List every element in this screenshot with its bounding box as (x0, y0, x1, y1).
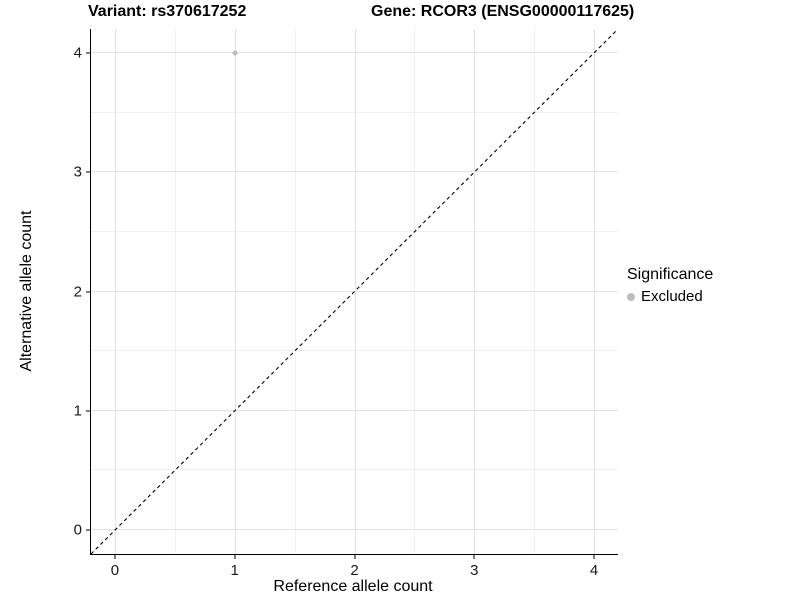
legend-item-label: Excluded (641, 288, 703, 305)
gridline-y-major (91, 51, 618, 53)
gridline-x-minor (174, 29, 176, 554)
y-axis-tick (86, 529, 91, 531)
x-axis-tick (593, 554, 595, 559)
gridline-y-major (91, 409, 618, 411)
data-point-excluded (232, 50, 238, 56)
x-tick-label: 4 (589, 562, 599, 579)
x-tick-label: 1 (230, 562, 239, 579)
y-tick-label: 1 (73, 402, 82, 420)
x-axis-tick (354, 554, 355, 559)
gridline-y-major (91, 290, 618, 292)
y-axis-title: Alternative allele count (18, 210, 35, 372)
y-axis-tick (86, 52, 91, 54)
gridline-x-major (594, 29, 596, 554)
y-axis-tick (86, 291, 91, 292)
x-tick-label: 3 (470, 562, 479, 579)
x-axis-tick (234, 554, 236, 559)
x-axis-tick (473, 554, 475, 559)
gridline-y-major (91, 171, 618, 173)
y-axis-tick (86, 171, 91, 173)
gridline-x-minor (534, 29, 536, 554)
y-axis-tick (86, 410, 91, 412)
x-tick-label: 2 (350, 562, 359, 579)
y-tick-label: 4 (73, 44, 82, 62)
legend-item-excluded: Excluded (627, 288, 713, 305)
x-axis-tick (114, 554, 116, 559)
x-tick-label: 0 (110, 562, 120, 579)
gridline-x-major (354, 29, 356, 554)
y-tick-label: 0 (73, 521, 82, 539)
legend: Significance Excluded (627, 266, 713, 305)
y-tick-label: 3 (73, 163, 82, 181)
gridline-x-minor (294, 29, 296, 554)
legend-point-icon (627, 292, 635, 301)
gridline-x-major (114, 29, 116, 554)
gridline-x-major (474, 29, 476, 554)
variant-title: Variant: rs370617252 (88, 3, 247, 20)
gene-title: Gene: RCOR3 (ENSG00000117625) (371, 3, 635, 20)
x-axis-title: Reference allele count (273, 578, 433, 595)
legend-title: Significance (627, 266, 714, 283)
gridline-y-major (91, 529, 618, 531)
plot-panel: 0 1 2 3 4 0 1 2 3 4 (74, 29, 618, 579)
identity-line (91, 29, 618, 554)
gridline-x-major (234, 29, 236, 554)
gridline-x-minor (414, 29, 416, 554)
y-tick-label: 2 (73, 283, 82, 300)
